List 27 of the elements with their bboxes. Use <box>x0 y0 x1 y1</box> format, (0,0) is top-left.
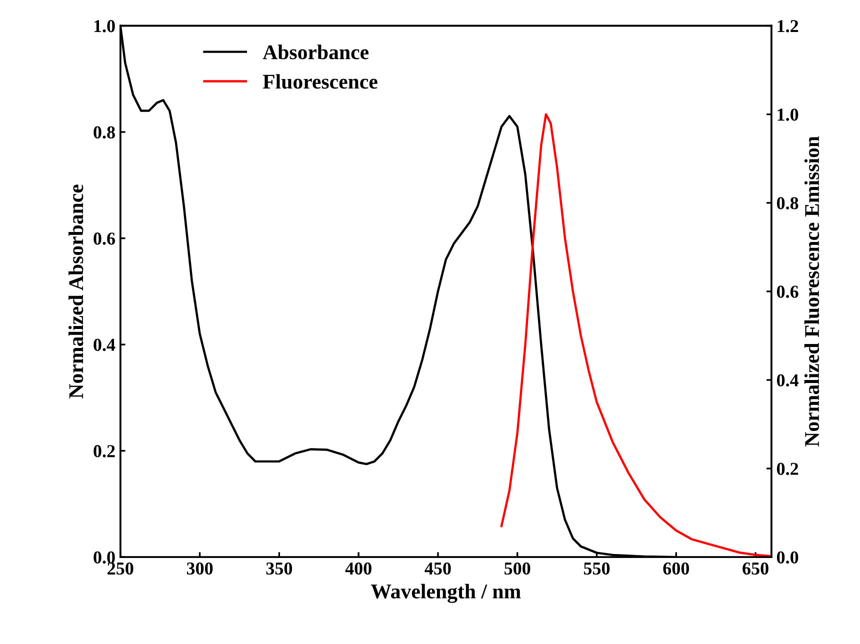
x-axis-title: Wavelength / nm <box>370 584 521 603</box>
y-tick-label: 0.6 <box>94 232 116 245</box>
y2-tick-label: 1.0 <box>778 108 798 121</box>
x-tick-label: 300 <box>186 562 213 575</box>
y2-tick-label: 0.0 <box>776 551 798 564</box>
x-tick-label: 400 <box>345 562 372 575</box>
y-axis-title: Normalized Absorbance <box>68 184 84 398</box>
y-tick-label: 0.2 <box>94 445 115 458</box>
y-tick-label: 1.0 <box>94 20 115 32</box>
x-tick-label: 250 <box>108 562 134 575</box>
x-tick-label: 600 <box>663 562 689 575</box>
x-tick-label: 350 <box>266 562 292 575</box>
y-tick-label: 0.4 <box>94 338 116 352</box>
y2-tick-label: 0.4 <box>776 374 799 386</box>
y2-axis-title: Normalized Fluorescence Emission <box>804 136 820 446</box>
y2-tick-label: 1.2 <box>778 20 798 32</box>
y2-tick-label: 0.8 <box>776 197 798 210</box>
x-tick-label: 550 <box>584 562 610 575</box>
y2-tick-label: 0.6 <box>776 286 798 298</box>
legend-label: Fluorescence <box>262 74 378 89</box>
x-tick-label: 500 <box>504 562 530 575</box>
y-tick-label: 0.8 <box>94 126 115 139</box>
legend-label: Absorbance <box>262 44 369 60</box>
y2-tick-label: 0.2 <box>776 462 798 476</box>
x-tick-label: 450 <box>424 562 451 575</box>
x-tick-label: 650 <box>742 562 768 575</box>
y-tick-label: 0.0 <box>94 551 115 564</box>
